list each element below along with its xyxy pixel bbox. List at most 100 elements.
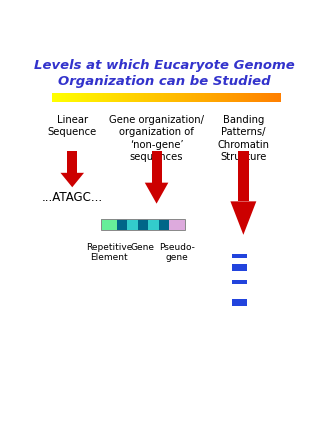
Bar (101, 219, 185, 230)
Bar (89, 93, 90, 102)
Bar (202, 93, 203, 102)
Bar (166, 93, 167, 102)
Bar (273, 93, 274, 102)
Bar (188, 93, 189, 102)
Bar (139, 93, 140, 102)
Bar (278, 93, 279, 102)
Bar (100, 93, 101, 102)
Bar (164, 93, 165, 102)
Bar (109, 93, 110, 102)
Bar (114, 93, 115, 102)
Bar (134, 93, 135, 102)
Bar (136, 93, 137, 102)
Bar (154, 93, 155, 102)
Bar (243, 93, 244, 102)
Bar (222, 93, 223, 102)
Bar (220, 93, 221, 102)
Bar (95, 93, 96, 102)
Bar (134, 93, 136, 102)
Bar (186, 93, 187, 102)
Bar (217, 93, 219, 102)
Bar (128, 93, 130, 102)
Bar (169, 93, 170, 102)
Bar (68, 93, 69, 102)
Bar (275, 93, 276, 102)
Bar (128, 93, 129, 102)
Bar (53, 93, 54, 102)
Bar (77, 93, 78, 102)
Bar (185, 93, 186, 102)
Bar (202, 93, 203, 102)
Bar (160, 93, 161, 102)
Bar (122, 93, 123, 102)
Bar (104, 93, 105, 102)
Bar (81, 93, 82, 102)
Bar (148, 93, 149, 102)
Bar (276, 93, 277, 102)
Bar (239, 93, 241, 102)
Bar (80, 93, 81, 102)
Bar (91, 93, 92, 102)
Bar (186, 93, 187, 102)
Bar (152, 93, 153, 102)
Bar (269, 93, 270, 102)
Bar (65, 93, 66, 102)
Bar (258, 93, 259, 102)
Bar (233, 93, 235, 102)
Bar (107, 93, 108, 102)
Text: Pseudo-
gene: Pseudo- gene (159, 243, 195, 262)
Bar (176, 93, 177, 102)
Bar (244, 93, 245, 102)
Bar (150, 93, 151, 102)
Bar (87, 93, 88, 102)
Bar (175, 93, 176, 102)
Bar (198, 93, 199, 102)
Bar (232, 254, 247, 258)
Bar (144, 93, 145, 102)
Bar (108, 93, 109, 102)
Bar (238, 93, 239, 102)
Bar (251, 93, 252, 102)
Bar (143, 93, 144, 102)
Bar (59, 93, 60, 102)
Bar (227, 93, 228, 102)
Bar (236, 93, 237, 102)
Bar (255, 93, 256, 102)
Bar (254, 93, 255, 102)
Bar (142, 93, 143, 102)
Bar (153, 93, 154, 102)
Bar (99, 93, 100, 102)
Bar (147, 93, 148, 102)
Bar (156, 93, 157, 102)
Bar (76, 93, 77, 102)
Bar (265, 93, 266, 102)
Bar (121, 93, 122, 102)
Bar (56, 93, 57, 102)
Bar (106, 93, 107, 102)
Bar (207, 93, 208, 102)
Bar (262, 93, 263, 102)
Bar (161, 93, 162, 102)
Bar (131, 93, 132, 102)
Bar (194, 93, 195, 102)
Bar (82, 93, 83, 102)
Bar (67, 151, 77, 173)
Bar (211, 93, 212, 102)
Bar (155, 93, 156, 102)
Bar (201, 93, 202, 102)
Bar (189, 93, 190, 102)
Bar (255, 93, 256, 102)
Bar (106, 93, 108, 102)
Bar (91, 93, 92, 102)
Bar (98, 93, 99, 102)
Bar (215, 93, 216, 102)
Bar (122, 93, 124, 102)
Bar (226, 93, 227, 102)
Bar (105, 93, 106, 102)
Bar (145, 93, 146, 102)
Bar (171, 93, 172, 102)
Bar (232, 250, 247, 322)
Bar (158, 93, 159, 102)
Bar (94, 93, 95, 102)
Polygon shape (145, 183, 168, 204)
